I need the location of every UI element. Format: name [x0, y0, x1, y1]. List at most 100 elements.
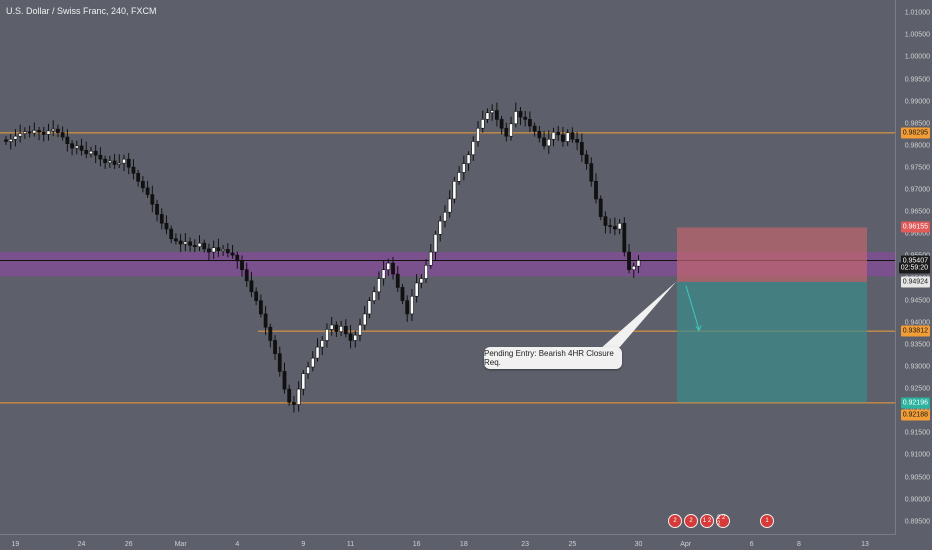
candle-body — [627, 251, 631, 271]
candle-body — [192, 245, 197, 248]
candle-body — [480, 119, 485, 129]
price-axis[interactable]: 1.01000 1.00500 1.00000 0.99500 0.99000 0.985… — [895, 0, 932, 535]
candle-body — [273, 340, 277, 355]
price-tick: 0.93000 — [904, 363, 930, 371]
candle-body — [636, 260, 641, 267]
candle-body — [603, 216, 608, 226]
candle-body — [329, 324, 334, 330]
time-tick: 25 — [568, 541, 577, 548]
candle-body — [79, 145, 84, 151]
price-tag: 0.93812 — [900, 325, 930, 337]
price-tick: 0.97500 — [904, 164, 930, 172]
candle-body — [532, 125, 537, 132]
candle-body — [164, 222, 169, 230]
candle-body — [631, 265, 636, 271]
time-tick: 30 — [634, 541, 643, 548]
candle-body — [579, 142, 584, 156]
price-tick: 0.90500 — [904, 474, 930, 482]
price-tick: 1.00000 — [904, 53, 930, 61]
price-tick: 0.96500 — [904, 208, 930, 216]
time-tick: 23 — [521, 541, 530, 548]
candle-body — [612, 226, 617, 230]
candle-body — [414, 282, 419, 297]
candle-body — [207, 248, 211, 253]
candle-body — [155, 203, 159, 215]
price-tick: 1.01000 — [904, 9, 930, 17]
candle-body — [598, 198, 603, 217]
event-flag-icon[interactable]: 2 — [684, 514, 698, 528]
candle-body — [216, 247, 221, 251]
candle-body — [103, 158, 108, 164]
price-tag: 0.95407 — [900, 255, 930, 267]
candle-body — [51, 128, 56, 132]
candle-body — [537, 131, 542, 139]
annotation-text: Pending Entry: Bearish 4HR Closure Req. — [484, 349, 614, 367]
candle-body — [27, 131, 32, 134]
candle-body — [386, 262, 391, 271]
candle-body — [471, 141, 476, 156]
candle-body — [126, 158, 131, 168]
candle-body — [372, 291, 377, 301]
candle-body — [339, 326, 344, 332]
candle-body — [358, 324, 362, 336]
candle-body — [551, 131, 556, 140]
candle-body — [513, 111, 518, 125]
price-tick: 0.94000 — [904, 319, 930, 327]
candle-body — [353, 334, 358, 341]
event-flag-icon[interactable]: 1 — [760, 514, 774, 528]
time-tick: 4 — [235, 541, 240, 548]
price-chart[interactable] — [0, 0, 896, 535]
candle-body — [400, 287, 405, 301]
event-flag-icon[interactable]: 2 — [668, 514, 682, 528]
candle-body — [225, 249, 230, 254]
callout-pointer — [600, 281, 676, 356]
candle-body — [197, 242, 202, 248]
candle-body — [589, 163, 594, 182]
candle-body — [159, 214, 164, 224]
time-tick: 19 — [11, 541, 20, 548]
candle-body — [376, 278, 381, 293]
candle-body — [395, 273, 400, 288]
candle-body — [584, 154, 589, 164]
time-tick: 9 — [301, 541, 306, 548]
price-tick: 0.99000 — [904, 98, 930, 106]
time-tick: 13 — [861, 541, 869, 548]
price-tick: 0.94500 — [904, 297, 930, 305]
candle-body — [221, 249, 226, 251]
candle-body — [169, 228, 174, 240]
candle-body — [74, 145, 79, 149]
candle-body — [292, 402, 296, 405]
price-tick: 0.89500 — [904, 518, 930, 526]
take-profit-area — [677, 281, 867, 403]
event-flag-icon[interactable]: 2 2 2 — [716, 514, 730, 528]
candle-body — [504, 127, 509, 137]
price-tick: 0.98500 — [904, 120, 930, 128]
candle-body — [457, 172, 462, 182]
candle-body — [542, 137, 546, 147]
candle-body — [419, 278, 424, 284]
candle-body — [485, 112, 490, 120]
candle-body — [381, 269, 386, 279]
candle-body — [362, 313, 367, 326]
candle-body — [315, 346, 320, 359]
price-tag: 0.92188 — [900, 409, 930, 421]
candle-body — [41, 131, 46, 135]
candle-body — [268, 326, 273, 341]
event-flag-icon[interactable]: 1 2 — [700, 514, 714, 528]
annotation-callout[interactable]: Pending Entry: Bearish 4HR Closure Req. — [484, 347, 622, 369]
candle-body — [22, 131, 27, 134]
candle-body — [117, 162, 122, 165]
candle-body — [494, 110, 499, 120]
candle-body — [594, 180, 598, 200]
candle-body — [466, 154, 471, 164]
candle-body — [32, 130, 37, 134]
time-axis[interactable]: 19 24 26 Mar 4 9 11 16 18 23 25 30 Apr 6 8 13 — [0, 534, 896, 550]
candle-body — [60, 132, 65, 138]
candle-body — [518, 111, 523, 118]
candle-body — [131, 166, 136, 174]
candle-body — [528, 119, 532, 127]
candle-body — [254, 291, 259, 301]
time-tick: 26 — [124, 541, 133, 548]
time-tick: Apr — [680, 541, 692, 548]
candle-body — [565, 132, 570, 142]
